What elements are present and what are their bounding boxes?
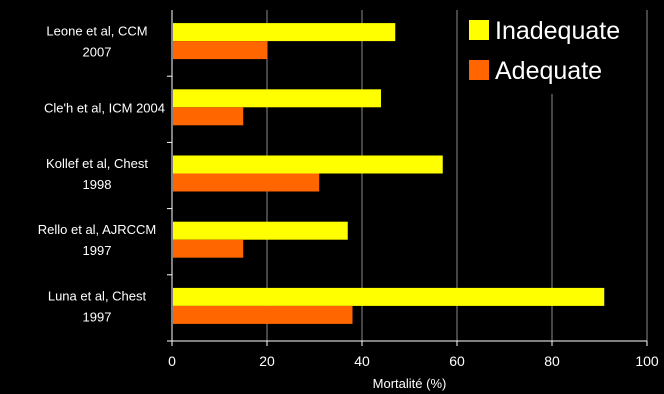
x-tick-label: 40 <box>354 353 370 369</box>
category-label-line: Luna et al, Chest <box>48 288 147 303</box>
x-tick-label: 0 <box>168 353 176 369</box>
bar-inadequate-2 <box>173 89 381 108</box>
x-tick-labels: 0 20 40 60 80 100 <box>168 353 659 369</box>
x-tick-label: 100 <box>635 353 659 369</box>
category-label-line: Kollef et al, Chest <box>46 156 148 171</box>
bars <box>173 23 605 324</box>
legend-box <box>460 10 644 94</box>
bar-adequate-1 <box>173 41 267 60</box>
x-tick-label: 60 <box>449 353 465 369</box>
x-tick-label: 80 <box>544 353 560 369</box>
category-label: Luna et al, Chest 1997 <box>48 288 147 324</box>
bar-inadequate-1 <box>173 23 396 42</box>
bar-inadequate-4 <box>173 221 348 240</box>
category-label-line: Leone et al, CCM <box>46 24 147 39</box>
category-label: Leone et al, CCM 2007 <box>46 24 147 60</box>
bar-adequate-4 <box>173 239 244 258</box>
category-label-line: Cle'h et al, ICM 2004 <box>44 100 165 115</box>
category-label-line: 1998 <box>83 177 112 192</box>
category-label: Rello et al, AJRCCM 1997 <box>38 222 156 258</box>
bar-adequate-2 <box>173 107 244 126</box>
legend-label-inadequate: Inadequate <box>495 17 620 45</box>
legend-label-adequate: Adequate <box>495 57 602 85</box>
category-labels: Leone et al, CCM 2007 Cle'h et al, ICM 200… <box>38 24 165 325</box>
bar-adequate-3 <box>173 173 320 192</box>
bar-adequate-5 <box>173 305 353 324</box>
legend-swatch-inadequate <box>469 20 489 40</box>
category-label-line: Rello et al, AJRCCM <box>38 222 156 237</box>
bar-inadequate-5 <box>173 287 605 306</box>
category-label-line: 2007 <box>83 45 112 60</box>
legend: Inadequate Adequate <box>460 10 644 94</box>
category-label-line: 1997 <box>83 309 112 324</box>
category-label-line: 1997 <box>83 243 112 258</box>
legend-swatch-adequate <box>469 60 489 80</box>
x-axis-title: Mortalité (%) <box>373 376 447 391</box>
x-tick-label: 20 <box>259 353 275 369</box>
axes <box>167 10 648 346</box>
category-label: Cle'h et al, ICM 2004 <box>44 100 165 115</box>
bar-inadequate-3 <box>173 155 443 174</box>
category-label: Kollef et al, Chest 1998 <box>46 156 148 192</box>
